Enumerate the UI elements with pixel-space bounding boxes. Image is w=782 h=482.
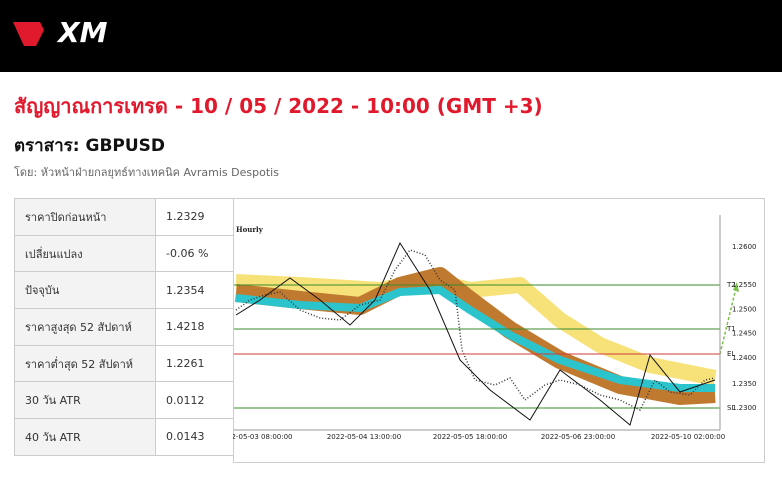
row-label: 40 วัน ATR [14,418,156,456]
projection [719,287,737,355]
row-value: 1.2354 [155,271,234,310]
row-value: 1.2329 [155,198,234,236]
band-yellow [235,272,717,386]
logo[interactable]: XM [10,8,150,68]
level-label: T1 [726,325,736,333]
info-table: ราคาปิดก่อนหน้า 1.2329 เปลี่ยนแปลง -0.06 % ป… [14,198,234,456]
table-row: ราคาต่ำสุด 52 สัปดาห์ 1.2261 [14,344,234,383]
table-row: เปลี่ยนแปลง -0.06 % [14,234,234,273]
chart-drawing [234,215,739,431]
price-label: 1.2550 [732,281,757,289]
price-label: 1.2350 [732,380,757,388]
price-label: 1.2400 [732,354,757,362]
price-label: 1.2500 [732,306,757,314]
byline: โดย: หัวหน้าฝ่ายกลยุทธ์ทางเทคนิค Avramis… [14,166,279,179]
date-label: 2-05-03 08:00:00 [233,433,292,441]
price-label: 1.2450 [732,330,757,338]
instrument: ตราสาร: GBPUSD [14,136,166,156]
row-label: ราคาต่ำสุด 52 สัปดาห์ [14,344,156,383]
row-value: -0.06 % [155,234,234,273]
date-label: 2022-05-05 18:00:00 [433,433,507,441]
row-label: เปลี่ยนแปลง [14,234,156,273]
date-label: 2022-05-10 02:00:00 [651,433,725,441]
projection-arrow [733,282,739,292]
page-title: สัญญาณการเทรด - 10 / 05 / 2022 - 10:00 (… [14,94,543,118]
price-label: 1.2300 [732,404,757,412]
row-value: 0.0143 [155,418,234,456]
row-label: 30 วัน ATR [14,381,156,420]
row-label: ราคาสูงสุด 52 สัปดาห์ [14,308,156,346]
price-path [235,241,716,426]
date-label: 2022-05-06 23:00:00 [541,433,615,441]
date-label: 2022-05-04 13:00:00 [327,433,401,441]
table-row: ปัจจุบัน 1.2354 [14,271,234,310]
candles [235,249,716,412]
logo-text: XM [56,16,108,49]
level-label: SL [727,404,735,412]
table-row: 30 วัน ATR 0.0112 [14,381,234,420]
row-value: 1.4218 [155,308,234,346]
logo-mark [13,22,44,46]
level-label: EL [727,350,735,358]
table-row: ราคาปิดก่อนหน้า 1.2329 [14,198,234,236]
timeframe: Hourly [236,225,264,234]
row-value: 0.0112 [155,381,234,420]
top-bar: XM [0,0,782,72]
table-row: ราคาสูงสุด 52 สัปดาห์ 1.4218 [14,308,234,346]
chart-image: Hourly 1.26001.25501.25001.24501.24001.2… [233,198,765,463]
row-label: ราคาปิดก่อนหน้า [14,198,156,236]
price-label: 1.2600 [732,243,757,251]
chart-labels: 1.2600 1.2550 1.2500 1.2450 1.2400 1.2350 1.23… [233,243,757,441]
row-label: ปัจจุบัน [14,271,156,310]
level-label: T2 [726,281,736,289]
band-cyan [235,286,715,392]
row-value: 1.2261 [155,344,234,383]
table-row: 40 วัน ATR 0.0143 [14,418,234,456]
